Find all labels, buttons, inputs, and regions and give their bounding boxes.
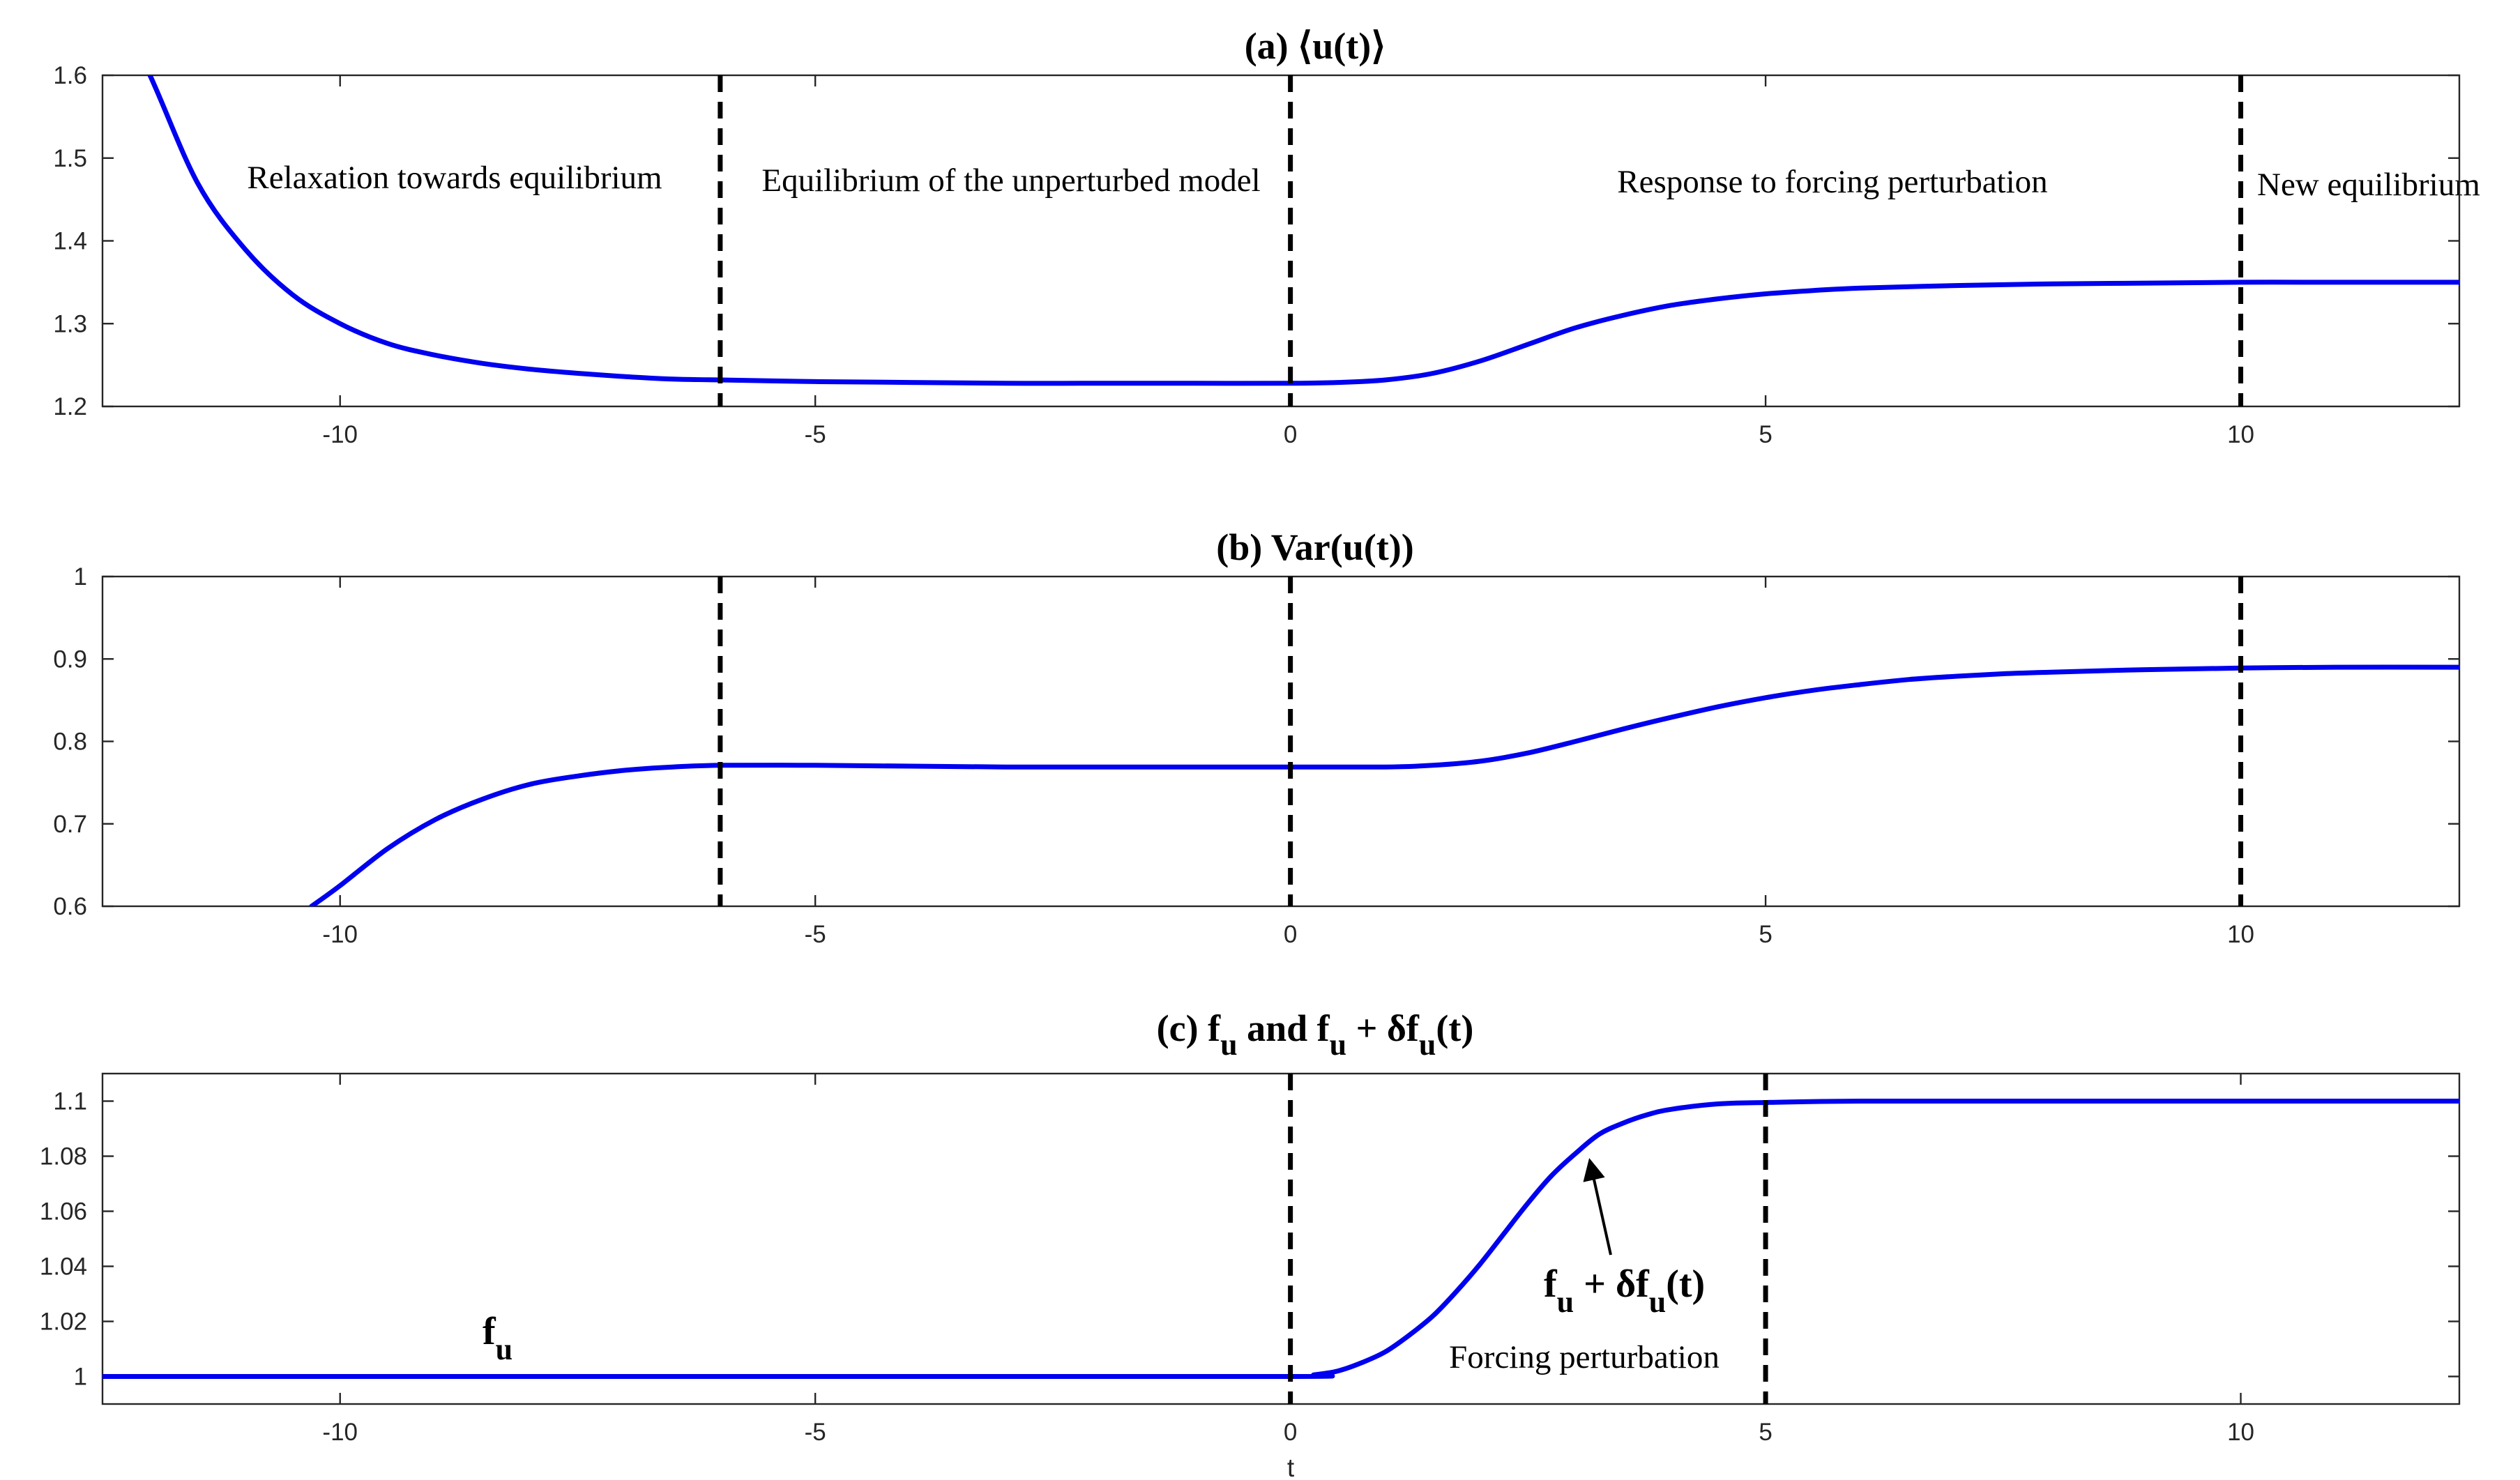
y-tick-label: 0.9 xyxy=(53,646,87,673)
panel-c-title-sub: u xyxy=(1330,1028,1346,1062)
panel-c-title: (c) fu and fu + δfu(t) xyxy=(1157,1007,1474,1062)
series-line xyxy=(309,664,2459,906)
label-perturbed-sub: u xyxy=(1557,1285,1574,1319)
x-tick-label: 0 xyxy=(1284,421,1297,448)
x-tick-label: -10 xyxy=(322,421,358,448)
axes-frame xyxy=(101,575,2461,908)
x-tick-label: -10 xyxy=(322,1419,358,1446)
panel-c-title-part: (c) f xyxy=(1157,1007,1221,1049)
panel-a: (a) ⟨u(t)⟩ Relaxation towards equilibriu… xyxy=(53,25,2480,448)
y-tick-label: 1.1 xyxy=(53,1088,87,1115)
x-tick-label: 5 xyxy=(1759,921,1772,948)
axes-frame xyxy=(101,1072,2461,1405)
y-tick-label: 1.6 xyxy=(53,62,87,89)
x-tick-label: 0 xyxy=(1284,921,1297,948)
y-tick-label: 1.2 xyxy=(53,393,87,420)
label-perturbed-part: + δf xyxy=(1574,1262,1650,1306)
x-tick-label: -5 xyxy=(805,921,826,948)
annotation-arrow xyxy=(1583,1158,1612,1256)
x-tick-label: 5 xyxy=(1759,421,1772,448)
panel-c-title-sub: u xyxy=(1220,1028,1237,1062)
y-tick-label: 1.3 xyxy=(53,310,87,337)
label-perturbed-sub: u xyxy=(1649,1285,1666,1319)
x-tick-label: -5 xyxy=(805,421,826,448)
x-tick-label: 0 xyxy=(1284,1419,1297,1446)
y-tick-label: 1.08 xyxy=(40,1143,87,1170)
panel-b: (b) Var(u(t)) -10 -5 0 5 10 0.6 0.7 0.8 0.9 1 xyxy=(53,526,2461,948)
panel-a-title: (a) ⟨u(t)⟩ xyxy=(1245,25,1386,67)
x-tick-label: 10 xyxy=(2227,421,2254,448)
x-tick-label: 10 xyxy=(2227,921,2254,948)
panel-c-title-part: + δf xyxy=(1346,1007,1420,1049)
x-tick-label: 5 xyxy=(1759,1419,1772,1446)
y-tick-label: 1 xyxy=(74,1364,87,1391)
y-tick-label: 1.02 xyxy=(40,1309,87,1336)
x-tick-label: -5 xyxy=(805,1419,826,1446)
panel-c-title-part: and f xyxy=(1238,1007,1330,1049)
label-fu: fu xyxy=(483,1310,513,1366)
label-perturbed-forcing: fu + δfu(t) xyxy=(1544,1262,1705,1319)
y-tick-label: 1.4 xyxy=(53,228,87,255)
panel-c-title-sub: u xyxy=(1419,1028,1436,1062)
panel-c-title-part: (t) xyxy=(1436,1007,1473,1049)
panel-c: (c) fu and fu + δfu(t) fu fu + δfu(t) Fo… xyxy=(40,1007,2461,1480)
y-tick-label: 0.6 xyxy=(53,893,87,920)
x-tick-label: -10 xyxy=(322,921,358,948)
y-tick-label: 0.8 xyxy=(53,728,87,756)
annotation-unperturbed-equilibrium: Equilibrium of the unperturbed model xyxy=(761,162,1260,199)
label-fu-sub: u xyxy=(496,1332,513,1366)
series-line xyxy=(103,1098,2459,1380)
annotation-relaxation: Relaxation towards equilibrium xyxy=(247,160,662,196)
y-tick-label: 1.5 xyxy=(53,145,87,172)
series-line xyxy=(147,75,2459,386)
label-perturbed-part: f xyxy=(1544,1262,1558,1306)
label-perturbed-part: (t) xyxy=(1666,1262,1705,1306)
annotation-response: Response to forcing perturbation xyxy=(1617,164,2047,200)
x-tick-label: 10 xyxy=(2227,1419,2254,1446)
x-axis-label: t xyxy=(1287,1454,1295,1480)
label-fu-f: f xyxy=(483,1310,496,1353)
y-tick-label: 1.04 xyxy=(40,1253,87,1281)
y-tick-label: 1.06 xyxy=(40,1198,87,1226)
y-tick-label: 1 xyxy=(74,563,87,590)
y-tick-label: 0.7 xyxy=(53,811,87,838)
annotation-forcing-perturbation: Forcing perturbation xyxy=(1449,1339,1720,1375)
annotation-new-equilibrium: New equilibrium xyxy=(2257,167,2480,203)
panel-b-title: (b) Var(u(t)) xyxy=(1216,526,1413,568)
